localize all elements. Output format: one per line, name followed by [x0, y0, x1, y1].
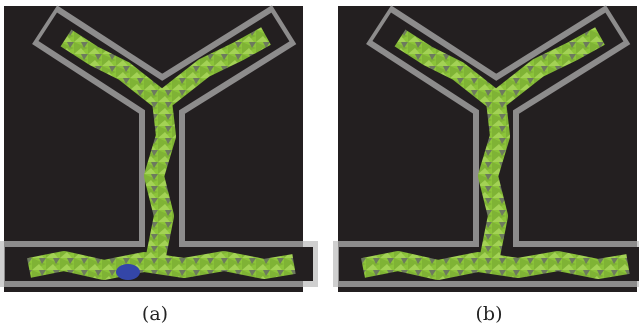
panel-a: (a) [4, 6, 303, 325]
caption: (b) [476, 303, 503, 325]
blue-region [116, 264, 140, 280]
panel-b: (b) [338, 6, 637, 325]
page: (a) (b) (() => { const data = JSON.parse… [0, 0, 639, 331]
panel-image [4, 6, 303, 292]
panel-image [338, 6, 637, 292]
caption: (a) [142, 303, 168, 325]
figure: (a) (b) [0, 0, 639, 331]
